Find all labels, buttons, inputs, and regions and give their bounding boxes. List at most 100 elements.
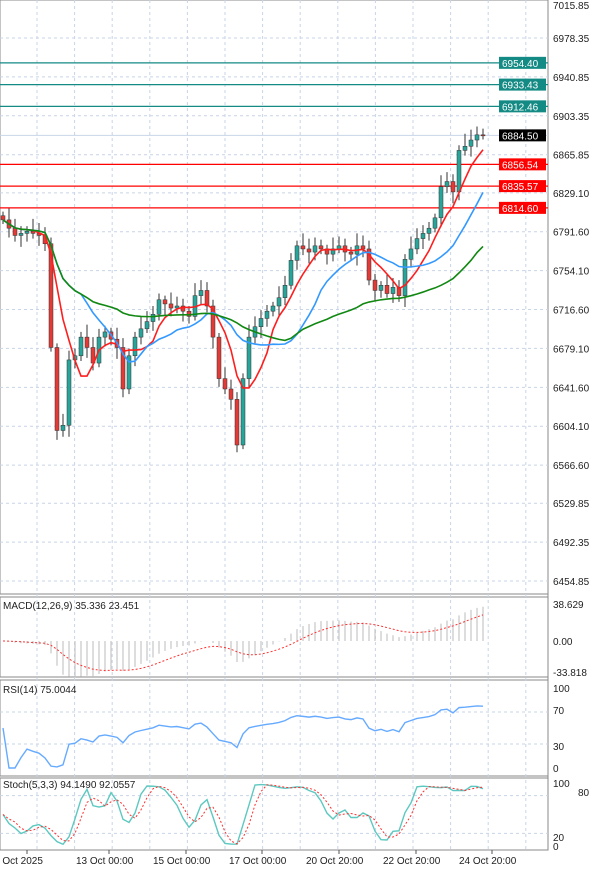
price-tick-label: 6641.60 (553, 383, 590, 394)
resistance-level-tag (499, 78, 546, 91)
resistance-level-label: 6912.46 (502, 102, 539, 113)
rsi-tick-label: 100 (553, 684, 570, 695)
price-tick-label: 6566.60 (553, 461, 590, 472)
stoch-label: Stoch(5,3,3) 94.1490 92.0557 (3, 780, 136, 791)
candle-body (150, 314, 156, 322)
candle-body (174, 305, 180, 309)
candle-body (444, 181, 450, 187)
rsi-line (2, 705, 484, 769)
candle-body (372, 279, 378, 291)
support-level-label: 6814.60 (502, 204, 539, 215)
candle-body (54, 347, 60, 431)
candle-body (390, 287, 396, 294)
ma-mid-line (2, 192, 484, 363)
price-tick-label: 6754.10 (553, 267, 590, 278)
candle-body (198, 290, 204, 296)
candle-body (366, 248, 372, 281)
time-axis-label: 15 Oct 00:00 (153, 856, 211, 867)
macd-label: MACD(12,26,9) 35.336 23.451 (3, 601, 140, 612)
time-axis-label: 13 Oct 00:00 (76, 856, 134, 867)
candle-body (228, 388, 234, 400)
stoch-k-line (2, 783, 484, 846)
candle-body (414, 238, 420, 250)
resistance-level-tag (499, 56, 546, 69)
price-tick-label: 6791.60 (553, 228, 590, 239)
ma-fast-line (2, 149, 484, 389)
price-tick-label: 6716.60 (553, 306, 590, 317)
candle-body (234, 399, 240, 446)
candle-body (66, 359, 72, 426)
candle-body (288, 260, 294, 286)
candle-body (474, 134, 480, 141)
price-tick-label: 6454.85 (553, 577, 590, 588)
resistance-level-label: 6954.40 (502, 59, 539, 70)
candle-body (438, 186, 444, 219)
candle-body (186, 310, 192, 317)
candle-body (144, 321, 150, 330)
candle-body (378, 285, 384, 291)
candle-body (24, 231, 30, 234)
rsi-tick-label: 70 (553, 706, 565, 717)
candle-body (480, 134, 486, 137)
resistance-level-tag (499, 100, 546, 113)
candle-body (168, 303, 174, 309)
macd-tick-label: 0.00 (553, 637, 573, 648)
candle-body (132, 336, 138, 357)
candle-body (222, 378, 228, 390)
price-tick-label: 6529.85 (553, 499, 590, 510)
time-axis-label: 17 Oct 00:00 (229, 856, 287, 867)
candle-body (138, 328, 144, 338)
candle-body (312, 245, 318, 253)
candle-body (432, 217, 438, 229)
candle-body (402, 259, 408, 296)
price-tick-label: 6829.10 (553, 189, 590, 200)
candle-body (264, 310, 270, 319)
candle-body (426, 227, 432, 234)
candle-body (270, 305, 276, 312)
candle-body (408, 248, 414, 260)
support-level-label: 6856.54 (502, 160, 539, 171)
candle-body (456, 150, 462, 193)
price-tick-label: 7015.85 (553, 1, 590, 12)
price-tick-label: 6865.85 (553, 151, 590, 162)
price-tick-label: 6903.35 (553, 112, 590, 123)
candle-body (468, 139, 474, 147)
candle-body (420, 233, 426, 239)
candle-body (300, 245, 306, 250)
candle-body (78, 336, 84, 357)
current-price-tag (499, 129, 546, 142)
candle-body (396, 287, 402, 296)
ma-slow-line (2, 219, 484, 342)
price-tick-label: 6940.85 (553, 73, 590, 84)
candle-body (450, 181, 456, 193)
macd-signal-line (2, 614, 484, 671)
rsi-tick-label: 0 (553, 764, 559, 775)
candle-body (258, 318, 264, 327)
candle-body (282, 285, 288, 298)
price-tick-label: 6604.10 (553, 422, 590, 433)
candle-body (294, 245, 300, 261)
price-tick-label: 6492.35 (553, 538, 590, 549)
time-axis-label: 9 Oct 2025 (0, 856, 43, 867)
stoch-d-line (2, 784, 484, 845)
panel-frame (0, 679, 549, 777)
candle-body (18, 233, 24, 236)
support-level-tag (499, 201, 546, 214)
stoch-tick-label: 80 (578, 788, 590, 799)
macd-tick-label: -33.818 (553, 668, 587, 679)
stoch-tick-label: 20 (553, 833, 565, 844)
candle-body (126, 355, 132, 390)
candle-body (102, 331, 108, 338)
rsi-tick-label: 30 (553, 742, 565, 753)
candle-body (162, 299, 168, 305)
candle-body (246, 336, 252, 379)
candle-body (318, 245, 324, 250)
candle-body (30, 231, 36, 234)
candle-body (306, 248, 312, 253)
support-level-tag (499, 180, 546, 193)
candle-body (12, 227, 18, 236)
candle-body (384, 285, 390, 294)
support-level-tag (499, 158, 546, 171)
